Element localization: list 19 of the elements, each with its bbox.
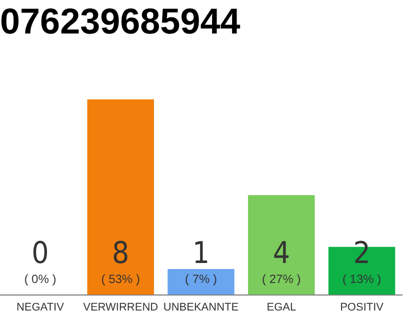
x-tick-label: NEGATIV — [16, 301, 65, 314]
data-label: ( 53% ) — [101, 272, 140, 286]
data-label: ( 0% ) — [24, 272, 56, 286]
data-label: ( 7% ) — [184, 272, 218, 286]
bar — [248, 195, 315, 295]
bar — [168, 268, 234, 295]
data-label: ( 13% ) — [342, 272, 382, 286]
x-tick-label: UNBEKANNTE — [163, 301, 239, 314]
annotation: 4 — [272, 236, 290, 271]
annotation: 8 — [112, 236, 130, 271]
x-tick-label: EGAL — [266, 301, 296, 314]
annotation: 0 — [32, 236, 49, 271]
x-tick-label: POSITIV — [340, 301, 384, 314]
bar — [87, 99, 154, 295]
annotation: 1 — [192, 236, 210, 271]
annotation: 2 — [353, 236, 370, 271]
data-label: ( 27% ) — [262, 272, 301, 286]
x-tick-label: VERWIRREND — [83, 301, 158, 314]
chart-title: 076239685944 — [0, 0, 240, 42]
